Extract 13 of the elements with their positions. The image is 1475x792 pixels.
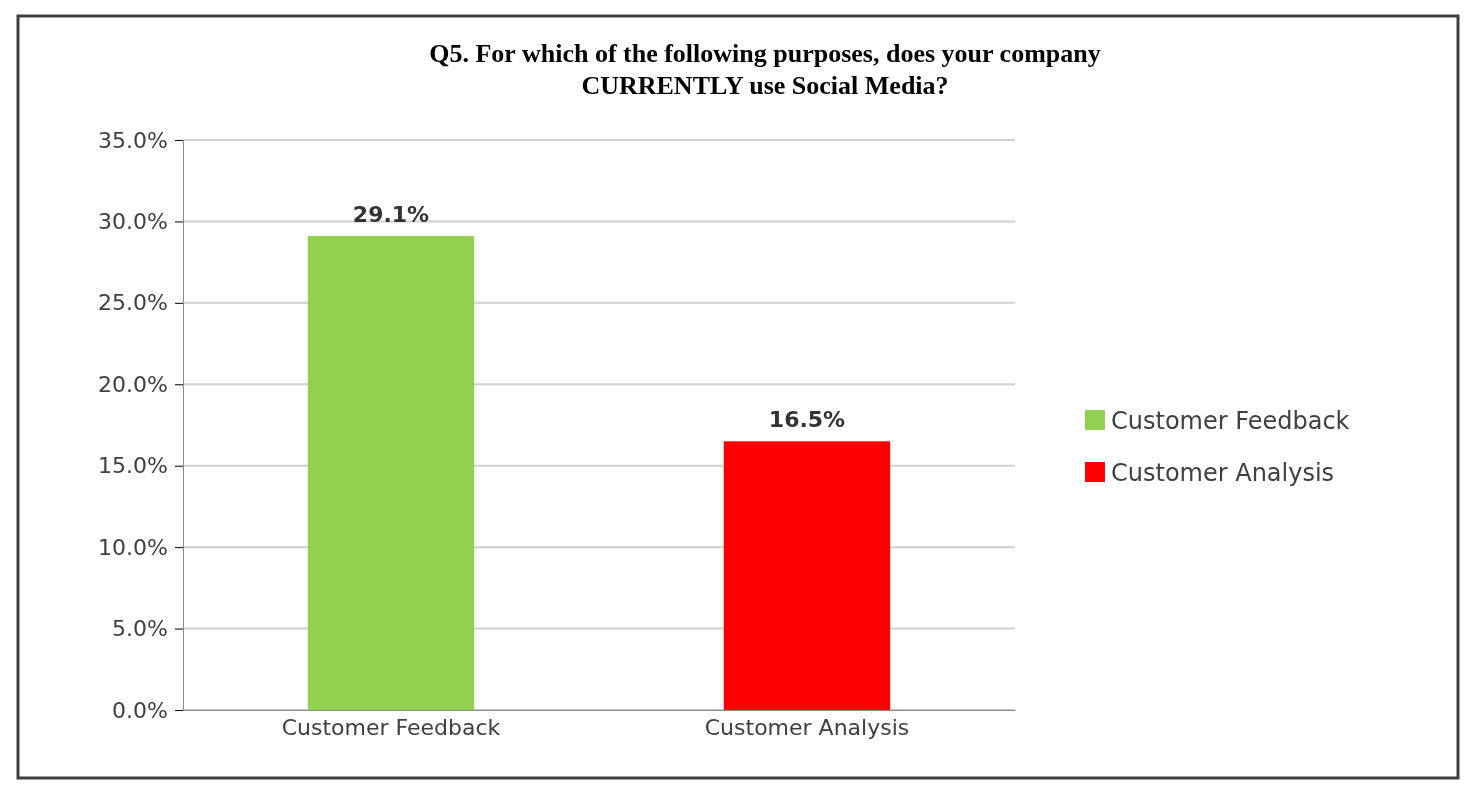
data-label: 16.5%: [768, 407, 846, 433]
legend-label: Customer Analysis: [1111, 459, 1335, 487]
y-tick-label: 0.0%: [112, 697, 168, 723]
legend-label: Customer Feedback: [1111, 407, 1350, 435]
chart-title: Q5. For which of the following purposes, does your company CURRENTLY use Social Media?: [429, 39, 1101, 100]
y-tick-label: 35.0%: [98, 127, 168, 153]
y-tick-label: 30.0%: [98, 208, 168, 234]
data-label: 29.1%: [352, 202, 430, 228]
y-tick-label: 20.0%: [98, 371, 168, 397]
y-tick-label: 25.0%: [98, 290, 168, 316]
y-tick-label: 5.0%: [112, 616, 168, 642]
y-tick-label: 15.0%: [98, 453, 168, 479]
y-tick-label: 10.0%: [98, 534, 168, 560]
